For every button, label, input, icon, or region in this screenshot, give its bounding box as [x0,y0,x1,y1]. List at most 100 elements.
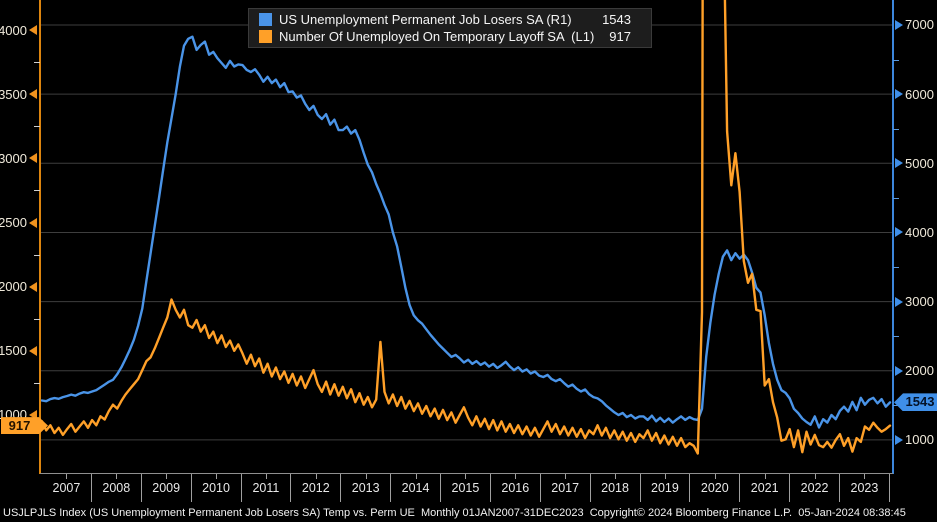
right-axis-minor-tick [893,405,899,407]
left-tick-arrow-icon [29,217,37,228]
series-line-r1 [40,35,892,429]
half-year-tick [864,474,866,479]
year-text: 2022 [800,481,829,495]
year-text: 2015 [451,481,480,495]
chart-canvas[interactable] [40,0,893,473]
left-tick-arrow-icon [29,281,37,292]
blue-series-swatch-icon [259,13,272,26]
half-year-tick [565,474,567,479]
right-tick-arrow-icon [895,434,903,445]
right-axis-minor-tick [893,336,899,338]
half-year-tick [664,474,666,479]
half-year-tick [465,474,467,479]
right-axis-tick-7000: 7000 [895,17,934,33]
year-text: 2008 [102,481,131,495]
left-axis-minor-tick [34,318,40,320]
right-axis-tick-4000: 4000 [895,224,934,240]
left-axis-line [39,0,41,474]
legend-item-temporary[interactable]: Number Of Unemployed On Temporary Layoff… [249,28,651,45]
left-tick-arrow-icon [29,345,37,356]
x-axis-line [40,473,893,474]
tick-label: 6000 [905,86,934,102]
year-text: 2017 [551,481,580,495]
half-year-tick [116,474,118,479]
plot-area[interactable] [40,0,893,473]
year-text: 2021 [750,481,779,495]
legend-value: 1543 [602,12,631,27]
left-last-value-tag[interactable]: 917 [1,417,48,435]
year-text: 2014 [401,481,430,495]
left-axis-tick-4000: 4000 [0,22,37,38]
year-label-2009: 2009 [142,474,192,502]
year-label-2015: 2015 [441,474,491,502]
tick-label: 4000 [0,22,27,38]
legend-value: 917 [609,29,631,44]
tick-label: 2000 [0,279,27,295]
right-tick-arrow-icon [895,296,903,307]
footer-status-bar: USJLPJLS Index (US Unemployment Permanen… [0,505,937,522]
half-year-tick [216,474,218,479]
right-last-value-tag[interactable]: 1543 [894,393,937,412]
tick-label: 1500 [0,343,27,359]
tick-label: 2000 [905,363,934,379]
year-label-2023: 2023 [840,474,890,502]
year-text: 2009 [152,481,181,495]
year-text: 2012 [301,481,330,495]
right-axis-tick-6000: 6000 [895,86,934,102]
left-axis: 4000 3500 3000 2500 2000 1500 1000 [0,0,40,473]
x-axis-year-strip: 2007 2008 2009 2010 2011 2012 2013 2014 2015 2016… [42,474,890,502]
year-text: 2019 [651,481,679,495]
right-axis-tick-5000: 5000 [895,155,934,171]
legend-label: US Unemployment Permanent Job Losers SA … [279,12,572,27]
left-axis-tick-2500: 2500 [0,215,37,231]
year-label-2011: 2011 [242,474,292,502]
right-axis-minor-tick [893,59,899,61]
year-label-2021: 2021 [740,474,791,502]
year-label-2016: 2016 [491,474,541,502]
tick-label: 4000 [905,224,934,240]
right-axis-tick-2000: 2000 [895,363,934,379]
right-axis-tick-3000: 3000 [895,294,934,310]
legend-label: Number Of Unemployed On Temporary Layoff… [279,29,595,44]
half-year-tick [764,474,766,479]
right-tick-arrow-icon [895,89,903,100]
right-tick-arrow-icon [895,227,903,238]
tick-label: 2500 [0,215,27,230]
legend-item-permanent[interactable]: US Unemployment Permanent Job Losers SA … [249,11,651,28]
half-year-tick [365,474,367,479]
left-axis-minor-tick [34,254,40,256]
series-line-l1 [40,0,892,455]
half-year-tick [814,474,816,479]
year-label-2022: 2022 [790,474,840,502]
right-axis-line [892,0,894,474]
left-axis-minor-tick [34,62,40,64]
left-axis-tick-2000: 2000 [0,279,37,295]
right-axis: 7000 6000 5000 4000 3000 2000 1000 [895,0,937,473]
year-text: 2011 [252,481,280,495]
left-axis-tick-1500: 1500 [0,343,37,359]
tick-label: 5000 [905,155,934,171]
year-label-2018: 2018 [591,474,641,502]
tick-label: 3000 [0,150,27,166]
right-axis-tick-1000: 1000 [895,432,934,448]
year-text: 2023 [850,481,879,495]
year-label-2010: 2010 [192,474,242,502]
half-year-tick [315,474,317,479]
right-tick-arrow-icon [895,158,903,169]
right-tick-arrow-icon [895,19,903,30]
tick-label: 3000 [905,294,934,310]
left-tick-arrow-icon [29,153,37,164]
left-axis-minor-tick [34,382,40,384]
year-label-2019: 2019 [641,474,691,502]
left-axis-minor-tick [34,126,40,128]
half-year-tick [615,474,617,479]
year-label-2020: 2020 [690,474,741,502]
half-year-tick [515,474,517,479]
year-text: 2013 [351,481,380,495]
year-text: 2010 [202,481,230,495]
year-text: 2018 [601,481,629,495]
right-axis-minor-tick [893,197,899,199]
legend: US Unemployment Permanent Job Losers SA … [248,8,652,48]
right-axis-minor-tick [893,267,899,268]
